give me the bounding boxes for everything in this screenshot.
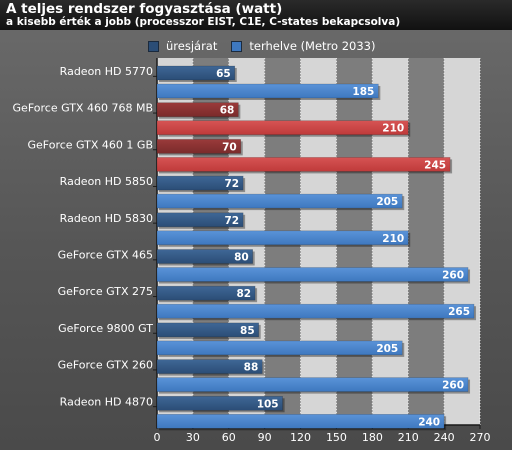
bar-load (156, 303, 475, 319)
bar-idle (156, 249, 254, 264)
category-label: Radeon HD 5770 (60, 65, 153, 78)
chart-subtitle: a kisebb érték a jobb (processzor EIST, … (6, 16, 401, 28)
plot-band (444, 58, 480, 425)
data-label: 210 (382, 123, 404, 135)
legend-item-idle: üresjárat (148, 39, 217, 53)
data-label: 65 (216, 68, 231, 80)
chart-title: A teljes rendszer fogyasztása (watt) (6, 1, 283, 17)
data-label: 210 (382, 233, 404, 245)
category-label: GeForce GTX 465 (58, 249, 153, 262)
data-label: 240 (418, 416, 440, 428)
x-tick-label: 0 (154, 431, 161, 444)
data-label: 70 (222, 141, 237, 153)
plot-band (408, 58, 445, 425)
data-label: 260 (442, 380, 464, 392)
legend-label-load: terhelve (Metro 2033) (249, 39, 376, 53)
x-tick-label: 60 (222, 431, 236, 444)
x-tick-label: 240 (434, 431, 455, 444)
bar-idle (156, 102, 239, 117)
x-tick-label: 150 (326, 431, 347, 444)
bar-idle (156, 212, 244, 228)
bar-load (156, 157, 451, 172)
bar-load (156, 413, 445, 429)
data-label: 72 (225, 215, 240, 227)
bar-load (156, 340, 403, 356)
data-label: 205 (376, 196, 398, 208)
bar-load (156, 83, 379, 99)
data-label: 85 (240, 325, 255, 337)
x-tick-label: 210 (398, 431, 419, 444)
category-label: Radeon HD 4870 (60, 395, 153, 408)
category-label: GeForce GTX 275 (58, 285, 153, 298)
category-label: GeForce GTX 260 (58, 359, 153, 372)
data-label: 185 (352, 86, 374, 98)
x-tick-label: 120 (290, 431, 311, 444)
category-label: GeForce GTX 460 1 GB (28, 138, 154, 151)
data-label: 68 (220, 105, 235, 117)
x-tick-label: 270 (470, 431, 491, 444)
bar-idle (156, 65, 236, 81)
category-label: GeForce 9800 GT (58, 322, 153, 335)
data-label: 88 (244, 362, 259, 374)
bar-load (156, 193, 403, 209)
bar-idle (156, 395, 283, 411)
category-label: GeForce GTX 460 768 MB (13, 102, 153, 115)
bar-idle (156, 139, 242, 154)
legend-swatch-idle (148, 40, 159, 52)
data-label: 260 (442, 270, 464, 282)
bar-load (156, 120, 409, 135)
data-label: 105 (257, 398, 279, 410)
category-label: Radeon HD 5830 (60, 212, 153, 225)
legend-item-load: terhelve (Metro 2033) (231, 39, 375, 53)
bar-idle (156, 175, 244, 191)
bar-idle (156, 285, 256, 301)
legend-label-idle: üresjárat (166, 39, 218, 53)
bar-load (156, 267, 469, 282)
title-bar: A teljes rendszer fogyasztása (watt) a k… (0, 0, 512, 30)
x-tick-label: 180 (362, 431, 383, 444)
category-label: Radeon HD 5850 (60, 175, 153, 188)
data-label: 265 (448, 306, 470, 318)
data-label: 205 (376, 343, 398, 355)
data-label: 245 (424, 159, 446, 171)
data-label: 80 (234, 252, 249, 264)
data-label: 82 (236, 288, 251, 300)
bar-idle (156, 359, 263, 374)
x-tick-label: 90 (258, 431, 272, 444)
bar-load (156, 377, 469, 392)
bar-load (156, 230, 409, 246)
data-label: 72 (225, 178, 240, 190)
legend-swatch-load (231, 40, 243, 52)
x-tick-label: 30 (186, 431, 200, 444)
legend: üresjárat terhelve (Metro 2033) (148, 38, 389, 54)
bar-idle (156, 322, 259, 338)
